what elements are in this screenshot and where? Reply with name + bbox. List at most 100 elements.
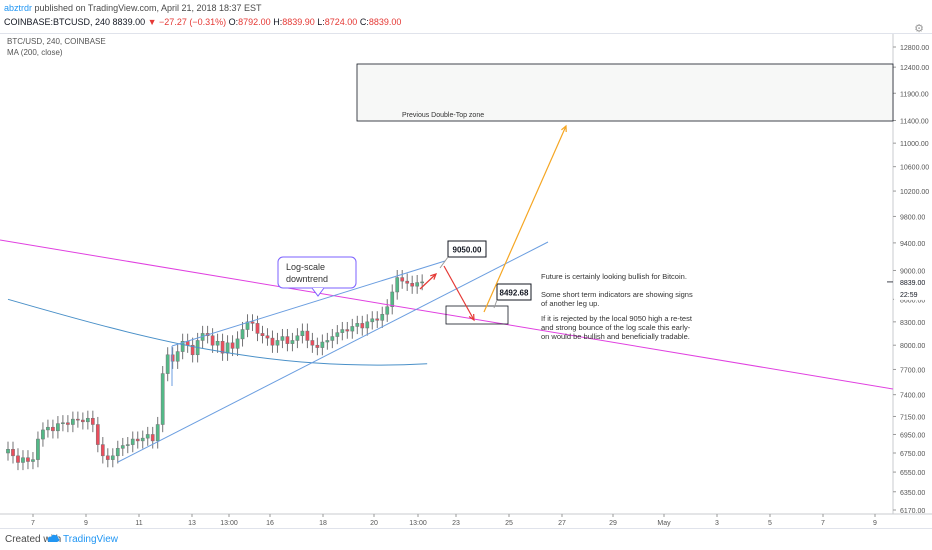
y-tick-label: 8000.00 (900, 343, 925, 350)
candle-body (170, 354, 175, 362)
low-label: L: (317, 17, 325, 27)
open-value: 8792.00 (238, 17, 271, 27)
level-9050-label: 9050.00 (453, 246, 482, 255)
candle-body (420, 281, 425, 284)
candle-body (275, 340, 280, 346)
candle-body (300, 330, 305, 337)
candle-body (395, 277, 400, 293)
y-tick-label: 6350.00 (900, 490, 925, 497)
candle-body (400, 277, 405, 282)
arrow-orange (483, 125, 567, 313)
candle-body (215, 340, 220, 346)
y-tick-label: 7400.00 (900, 393, 925, 400)
candle-body (365, 321, 370, 329)
settings-icon[interactable]: ⚙ (914, 23, 924, 35)
x-tick-label: 23 (452, 520, 460, 527)
candle-body (85, 417, 90, 423)
y-tick-label: 11900.00 (900, 91, 929, 98)
author-link[interactable]: abztrdr (4, 3, 33, 13)
chart-area[interactable]: 6170.00 6350.00 6550.00 6750.00 6950.00 7150.… (0, 23, 932, 528)
candle-body (295, 335, 300, 341)
candle-body (235, 338, 240, 349)
last-price-tag-label: 8839.00 (900, 280, 925, 287)
created-with-text: Created with (5, 534, 62, 545)
close-label: C: (359, 17, 369, 27)
candle-body (310, 340, 315, 346)
candle-body (335, 332, 340, 337)
candle-body (145, 434, 150, 439)
footer: Created with TradingView (0, 528, 932, 550)
candle-body (250, 321, 255, 324)
y-tick-label: 7700.00 (900, 367, 925, 374)
candle-body (375, 318, 380, 321)
y-tick-label: 6550.00 (900, 470, 925, 477)
candle-body (315, 344, 320, 348)
candle-body (190, 344, 195, 356)
candle-body (355, 323, 360, 327)
x-tick-label: 13 (188, 520, 196, 527)
x-tick-label: 27 (558, 520, 566, 527)
callout-text-line-2: downtrend (286, 274, 328, 284)
candle-body (51, 426, 55, 432)
y-tick-label: 12800.00 (900, 45, 929, 52)
candle-body (265, 335, 270, 339)
candle-body (110, 455, 115, 460)
candle-body (230, 342, 235, 349)
candle-body (210, 335, 215, 346)
candle-body (270, 337, 275, 346)
candle-body (76, 418, 80, 421)
last-price: 8839.00 (112, 17, 146, 27)
downtrend-line (0, 239, 894, 390)
candle-body (280, 336, 285, 341)
note-line-3c: on would be bullish and beneficially tra… (541, 332, 690, 341)
arrow-up-red-head (430, 273, 438, 280)
double-top-zone (356, 63, 894, 122)
y-tick-label: 8300.00 (900, 320, 925, 327)
channel-upper-line (171, 260, 446, 347)
candle-body (26, 457, 30, 462)
candle-body (21, 457, 25, 463)
candle-body (31, 459, 35, 462)
last-price-tag (894, 275, 932, 287)
channel-lower-line (117, 241, 549, 463)
candle-body (285, 336, 290, 344)
candle-body (385, 306, 390, 315)
tradingview-link[interactable]: TradingView (63, 534, 119, 545)
candle-body (350, 326, 355, 332)
y-tick-label: 12400.00 (900, 65, 929, 72)
high-label: H: (273, 17, 283, 27)
y-tick-label: 10200.00 (900, 189, 929, 196)
note-line-2a: Some short term indicators are showing s… (541, 290, 693, 299)
candle-body (220, 340, 225, 354)
symbol-label: COINBASE:BTCUSD, 240 (4, 17, 111, 27)
low-value: 8724.00 (324, 17, 358, 27)
level-9050-box (447, 240, 487, 258)
note-line-2b: of another leg up. (541, 299, 599, 308)
candle-body (390, 291, 395, 307)
y-tick-label: 8600.00 (900, 297, 925, 304)
candle-body (345, 329, 350, 332)
note-line-3a: If it is rejected by the local 9050 high… (541, 314, 693, 323)
y-tick-label: 6750.00 (900, 451, 925, 458)
candle-body (245, 321, 250, 330)
x-tick-label: 16 (266, 520, 274, 527)
candle-body (95, 424, 100, 445)
tradingview-logo-icon (47, 534, 60, 542)
candle-body (36, 438, 40, 460)
callout-pointer (311, 287, 325, 297)
open-label: O: (228, 17, 239, 27)
candle-body (56, 423, 60, 432)
x-tick-label: 7 (31, 520, 35, 527)
candle-body (240, 329, 245, 340)
x-tick-label: 13:00 (409, 520, 427, 527)
candle-body (370, 318, 375, 323)
candle-body (175, 351, 180, 362)
arrow-up-red (419, 273, 437, 290)
candle-body (160, 373, 165, 425)
candle-body (155, 424, 160, 442)
price-chart[interactable]: 6170.00 6350.00 6550.00 6750.00 6950.00 7150.… (0, 34, 932, 528)
x-tick-label: 13:00 (220, 520, 238, 527)
ohlc-line: COINBASE:BTCUSD, 240 8839.00 ▼ −27.27 (−… (4, 17, 401, 27)
candle-body (115, 448, 120, 457)
candle-body (130, 438, 135, 445)
